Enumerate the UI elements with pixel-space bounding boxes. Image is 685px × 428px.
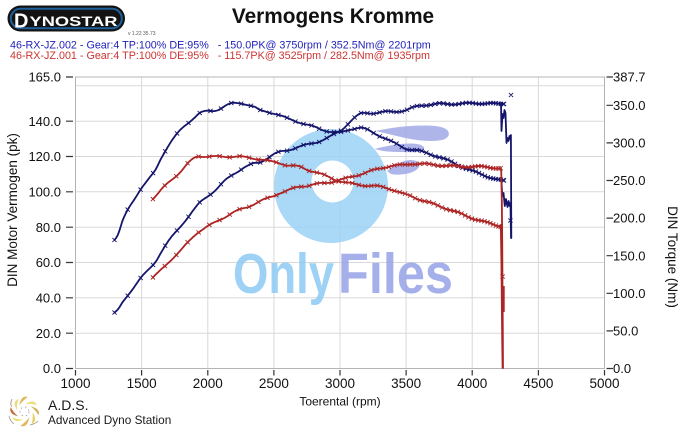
svg-text:150.0: 150.0 bbox=[613, 248, 646, 263]
svg-text:Toerental (rpm): Toerental (rpm) bbox=[299, 395, 380, 409]
svg-text:50.0: 50.0 bbox=[613, 324, 638, 339]
svg-text:46-RX-JZ.002 - Gear:4 TP:100%: 46-RX-JZ.002 - Gear:4 TP:100% DE:95% - 1… bbox=[10, 40, 431, 52]
svg-text:1500: 1500 bbox=[127, 376, 157, 391]
svg-text:120.0: 120.0 bbox=[28, 149, 61, 164]
svg-text:200.0: 200.0 bbox=[613, 211, 646, 226]
svg-text:0.0: 0.0 bbox=[613, 361, 631, 376]
svg-text:DIN Torque (Nm): DIN Torque (Nm) bbox=[665, 206, 680, 308]
svg-text:100.0: 100.0 bbox=[613, 286, 646, 301]
svg-text:Advanced Dyno Station: Advanced Dyno Station bbox=[48, 413, 171, 427]
svg-text:4000: 4000 bbox=[457, 376, 487, 391]
svg-text:1000: 1000 bbox=[60, 376, 90, 391]
svg-text:DIN Motor Vermogen (pk): DIN Motor Vermogen (pk) bbox=[5, 133, 20, 287]
svg-text:100.0: 100.0 bbox=[28, 184, 61, 199]
svg-text:Files: Files bbox=[338, 242, 453, 306]
svg-text:250.0: 250.0 bbox=[613, 173, 646, 188]
svg-text:46-RX-JZ.001 - Gear:4 TP:100%: 46-RX-JZ.001 - Gear:4 TP:100% DE:95% - 1… bbox=[10, 50, 430, 62]
svg-text:2000: 2000 bbox=[193, 376, 223, 391]
svg-text:A.D.S.: A.D.S. bbox=[48, 397, 88, 413]
svg-text:Only: Only bbox=[233, 242, 334, 306]
svg-text:5000: 5000 bbox=[589, 376, 619, 391]
svg-text:0.0: 0.0 bbox=[43, 361, 61, 376]
svg-text:140.0: 140.0 bbox=[28, 114, 61, 129]
svg-text:3500: 3500 bbox=[391, 376, 421, 391]
svg-text:v 1.22 35.73: v 1.22 35.73 bbox=[128, 31, 156, 37]
svg-text:20.0: 20.0 bbox=[36, 326, 61, 341]
svg-text:300.0: 300.0 bbox=[613, 136, 646, 151]
svg-text:40.0: 40.0 bbox=[36, 290, 61, 305]
svg-text:4500: 4500 bbox=[523, 376, 553, 391]
svg-text:D: D bbox=[14, 11, 28, 33]
svg-text:60.0: 60.0 bbox=[36, 255, 61, 270]
svg-text:YNOSTAR: YNOSTAR bbox=[30, 14, 118, 29]
svg-text:80.0: 80.0 bbox=[36, 220, 61, 235]
svg-text:3000: 3000 bbox=[325, 376, 355, 391]
svg-text:165.0: 165.0 bbox=[28, 70, 61, 85]
svg-text:2500: 2500 bbox=[259, 376, 289, 391]
svg-text:387.7: 387.7 bbox=[613, 70, 646, 85]
svg-text:350.0: 350.0 bbox=[613, 98, 646, 113]
svg-text:Vermogens Kromme: Vermogens Kromme bbox=[232, 5, 434, 28]
